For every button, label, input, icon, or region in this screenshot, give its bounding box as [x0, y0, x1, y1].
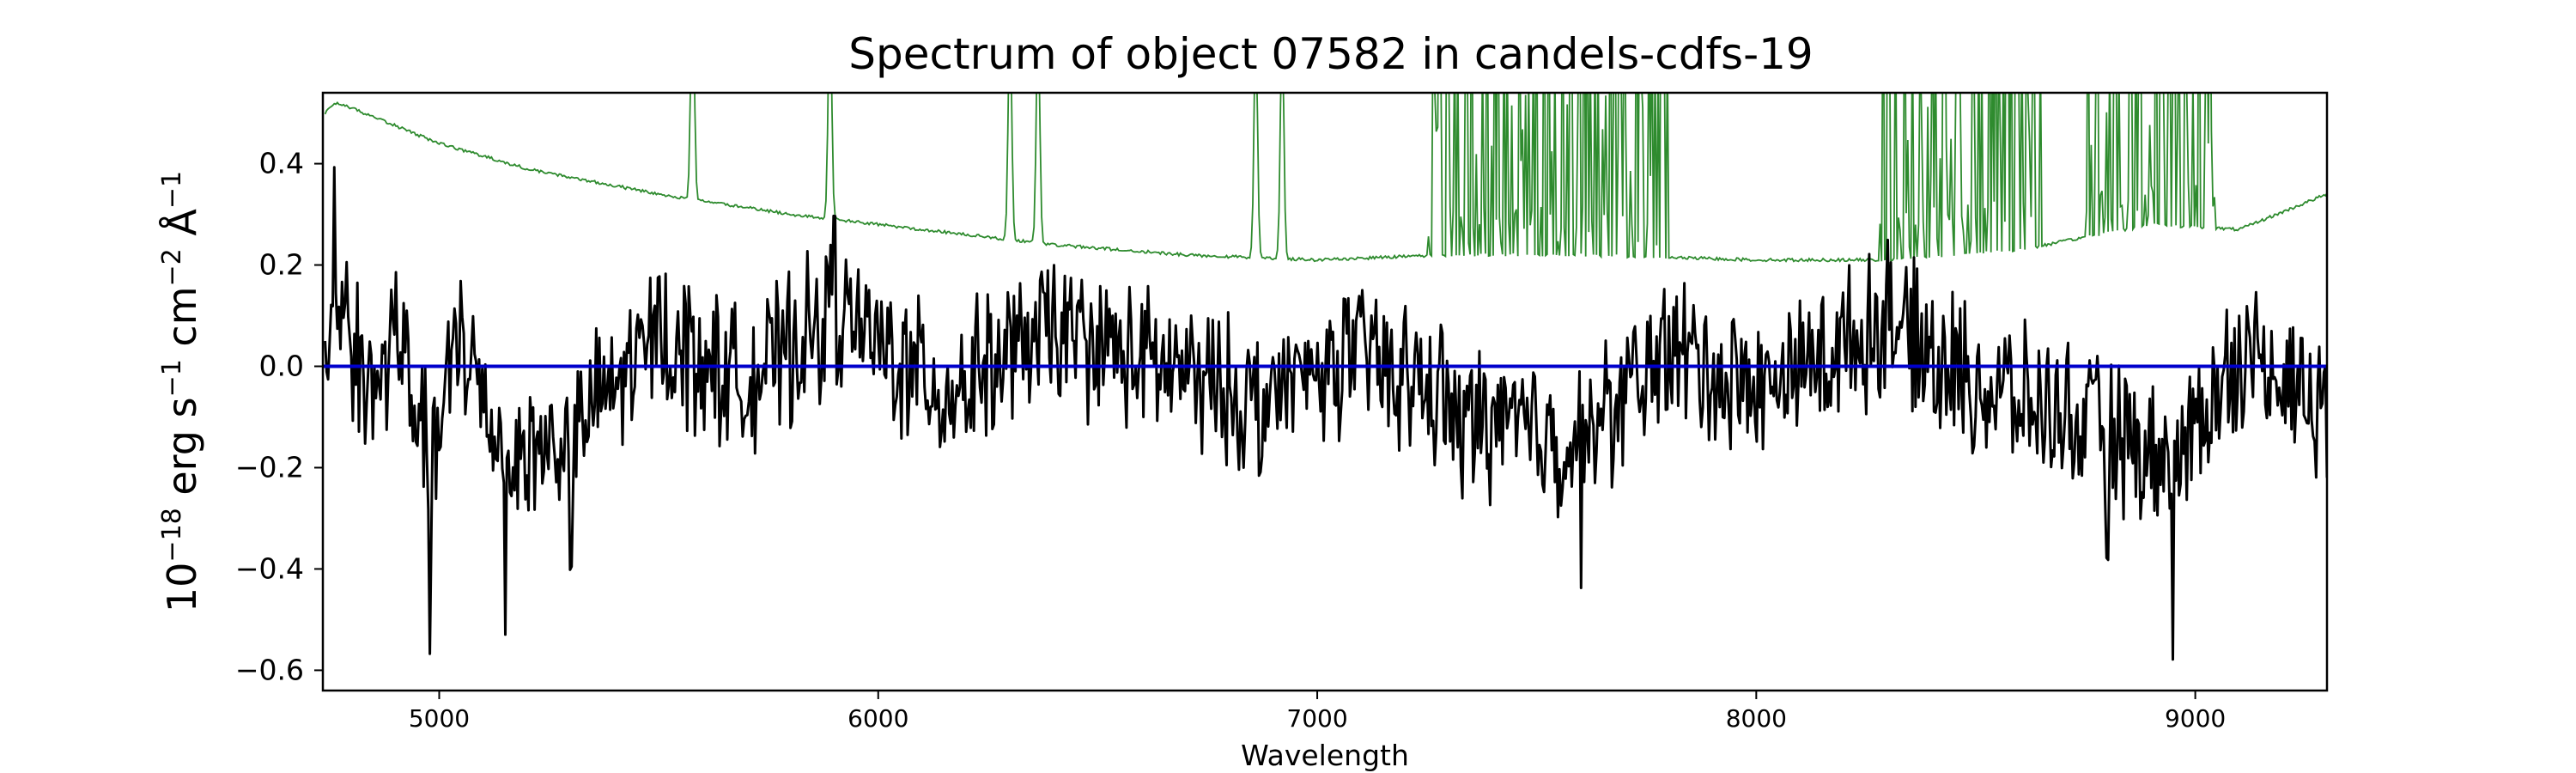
y-tick-label: −0.6 [235, 653, 304, 686]
y-axis-label-erg-exp: −1 [157, 359, 187, 397]
y-axis: −0.6 −0.4 −0.2 0.0 0.2 0.4 [235, 147, 323, 686]
y-tick-label: −0.2 [235, 450, 304, 484]
y-axis-label-cm: cm [159, 286, 205, 359]
x-tick-label: 7000 [1286, 704, 1347, 733]
y-axis-label-erg: erg s [159, 397, 205, 508]
x-tick-label: 8000 [1726, 704, 1787, 733]
y-tick-label: 0.2 [259, 248, 304, 282]
plot-frame [321, 91, 2329, 692]
y-tick-label: −0.4 [235, 551, 304, 585]
x-tick-label: 6000 [848, 704, 908, 733]
x-tick-label: 5000 [409, 704, 470, 733]
x-axis-label: Wavelength [1241, 739, 1409, 772]
flux-spectrum-line [324, 166, 2327, 661]
x-axis: 5000 6000 7000 8000 9000 [409, 691, 2226, 733]
x-tick-label: 9000 [2165, 704, 2226, 733]
chart-title: Spectrum of object 07582 in candels-cdfs… [848, 29, 1814, 79]
error-spectrum-line [324, 93, 2327, 263]
y-axis-label: 10−18 erg s−1 cm−2 Å−1 [157, 171, 205, 612]
y-axis-label-angstrom-exp: −1 [157, 171, 187, 209]
y-tick-label: 0.0 [259, 350, 304, 383]
y-tick-label: 0.4 [259, 147, 304, 180]
y-axis-label-angstrom: Å [159, 209, 205, 249]
y-axis-label-base: 10 [159, 563, 205, 613]
y-axis-label-cm-exp: −2 [157, 248, 187, 286]
plot-area [323, 93, 2327, 661]
y-axis-label-base-exp: −18 [157, 508, 187, 562]
